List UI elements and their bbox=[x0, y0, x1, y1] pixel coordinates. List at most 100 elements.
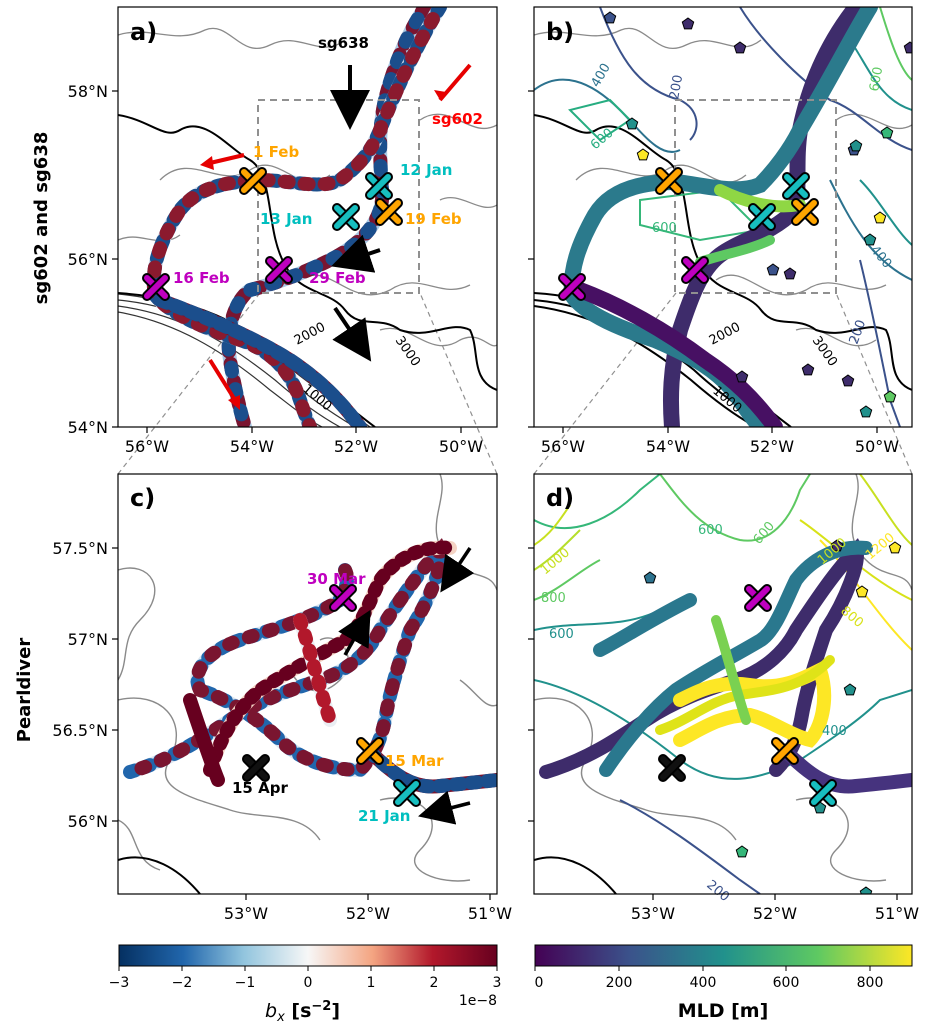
markers-c bbox=[242, 584, 421, 807]
contour-label: 600 bbox=[698, 523, 723, 538]
tick-label: 56.5°N bbox=[52, 721, 108, 740]
axes-frame-d bbox=[533, 473, 913, 895]
tick-label: 52°W bbox=[334, 437, 378, 456]
annotation-19feb: 19 Feb bbox=[405, 210, 462, 228]
station-pentagon bbox=[735, 845, 749, 858]
station-pentagon bbox=[843, 683, 857, 696]
colorbar-tick: 1 bbox=[367, 975, 376, 991]
marker-30mar bbox=[744, 584, 772, 612]
marker-15apr bbox=[242, 754, 270, 782]
marker-19feb bbox=[791, 198, 819, 226]
station-pentagon bbox=[681, 17, 695, 30]
zoom-box-b bbox=[674, 99, 837, 294]
marker-13jan bbox=[748, 203, 776, 231]
annotation-sg602: sg602 bbox=[432, 110, 483, 128]
contour-label: 600 bbox=[549, 627, 574, 642]
marker-16feb bbox=[142, 273, 170, 301]
annotation-15mar: 15 Mar bbox=[385, 752, 444, 770]
station-pentagon bbox=[863, 233, 877, 246]
marker-21jan bbox=[809, 779, 837, 807]
marker-15apr bbox=[658, 754, 686, 782]
station-pentagon bbox=[735, 370, 749, 383]
tick-marks bbox=[112, 90, 898, 900]
colorbar-title-bx: bx [s−2] bbox=[265, 999, 340, 1025]
markers-b bbox=[558, 167, 819, 301]
station-pentagon bbox=[859, 886, 873, 894]
tick-label: 56°N bbox=[68, 812, 108, 831]
colorbar-tick: 3 bbox=[493, 975, 502, 991]
marker-21jan bbox=[393, 779, 421, 807]
annotation-13jan: 13 Jan bbox=[260, 210, 312, 228]
colorbar-tick: 400 bbox=[690, 975, 717, 991]
colorbar-tick: −3 bbox=[109, 975, 130, 991]
marker-15mar bbox=[771, 737, 799, 765]
station-pentagon bbox=[636, 148, 650, 161]
station-pentagon bbox=[783, 267, 797, 280]
station-pentagon bbox=[883, 390, 897, 403]
tick-label: 54°W bbox=[646, 437, 690, 456]
annotation-21jan: 21 Jan bbox=[358, 807, 410, 825]
annotation-1feb: 1 Feb bbox=[253, 143, 299, 161]
station-pentagons-b bbox=[603, 11, 912, 418]
panel-label-c: c) bbox=[130, 484, 155, 512]
contour-label: 600 bbox=[588, 126, 617, 153]
y-axis-label-top: sg602 and sg638 bbox=[31, 132, 52, 305]
colorbar-title-mld: MLD [m] bbox=[678, 1000, 769, 1022]
tick-label: 56°W bbox=[125, 437, 169, 456]
track-mld-d bbox=[539, 538, 912, 794]
axes-frame-c bbox=[117, 473, 498, 895]
station-pentagon bbox=[855, 585, 869, 598]
tick-label: 57°N bbox=[68, 630, 108, 649]
lat-tick-labels: 54°N 56°N 58°N 56°N 56.5°N 57°N 57.5°N bbox=[52, 82, 108, 831]
axes-frame-a bbox=[117, 6, 498, 428]
station-pentagon bbox=[903, 41, 912, 54]
contour-label: 600 bbox=[751, 519, 778, 548]
marker-30mar bbox=[329, 584, 357, 612]
track-mld-b bbox=[563, 7, 878, 427]
panel-a: 2000 3000 1000 sg638 sg602 1 Feb 12 Jan … bbox=[117, 6, 498, 428]
annotation-16feb: 16 Feb bbox=[173, 269, 230, 287]
tick-label: 56°W bbox=[541, 437, 585, 456]
tick-labels: 56°W 54°W 52°W 50°W 56°W 54°W 52°W 50°W … bbox=[125, 437, 919, 923]
contour-label: 600 bbox=[652, 221, 677, 236]
station-pentagon bbox=[849, 139, 863, 152]
marker-1feb bbox=[655, 167, 683, 195]
tick-label: 57.5°N bbox=[52, 539, 108, 558]
panel-c: 30 Mar 15 Mar 15 Apr 21 Jan c) bbox=[117, 473, 498, 895]
annotation-30mar: 30 Mar bbox=[307, 570, 366, 588]
panel-label-a: a) bbox=[130, 18, 157, 46]
station-pentagon bbox=[859, 405, 873, 418]
station-pentagon bbox=[888, 541, 902, 554]
arrows-a bbox=[200, 63, 472, 410]
tick-label: 51°W bbox=[468, 904, 512, 923]
tick-label: 50°W bbox=[439, 437, 483, 456]
marker-1feb bbox=[239, 167, 267, 195]
annotation-29feb: 29 Feb bbox=[309, 269, 366, 287]
colorbar-mld: 0 200 400 600 800 MLD [m] bbox=[534, 944, 913, 1022]
marker-16feb bbox=[558, 273, 586, 301]
contour-label: 1000 bbox=[538, 545, 573, 578]
contour-label: 2000 bbox=[707, 320, 743, 349]
tick-label: 53°W bbox=[224, 904, 268, 923]
contour-label: 200 bbox=[703, 878, 732, 905]
arrows-c bbox=[338, 547, 475, 825]
y-axis-label-bottom: Pearldiver bbox=[14, 638, 35, 743]
station-pentagon bbox=[603, 11, 617, 24]
station-pentagon bbox=[625, 117, 639, 130]
colorbar-bx: −3 −2 −1 0 1 2 3 1e−8 bx [s−2] bbox=[109, 944, 502, 1025]
tick-label: 54°W bbox=[230, 437, 274, 456]
contour-label: 3000 bbox=[392, 334, 423, 370]
annotations-a: sg638 sg602 1 Feb 12 Jan 13 Jan 19 Feb 1… bbox=[173, 34, 483, 287]
annotation-12jan: 12 Jan bbox=[400, 161, 452, 179]
annotation-sg638: sg638 bbox=[318, 34, 369, 52]
colorbar-tick: −1 bbox=[235, 975, 256, 991]
marker-29feb bbox=[265, 256, 293, 284]
colorbar-tick: 2 bbox=[430, 975, 439, 991]
panel-d: 600 600 1000 800 600 400 200 800 1000 12… bbox=[533, 473, 913, 905]
marker-13jan bbox=[332, 203, 360, 231]
bathymetry-contours-b bbox=[534, 27, 912, 347]
tick-label: 52°W bbox=[753, 904, 797, 923]
annotations-c: 30 Mar 15 Mar 15 Apr 21 Jan bbox=[232, 570, 444, 825]
contour-label: 400 bbox=[822, 724, 847, 739]
annotation-15apr: 15 Apr bbox=[232, 779, 288, 797]
